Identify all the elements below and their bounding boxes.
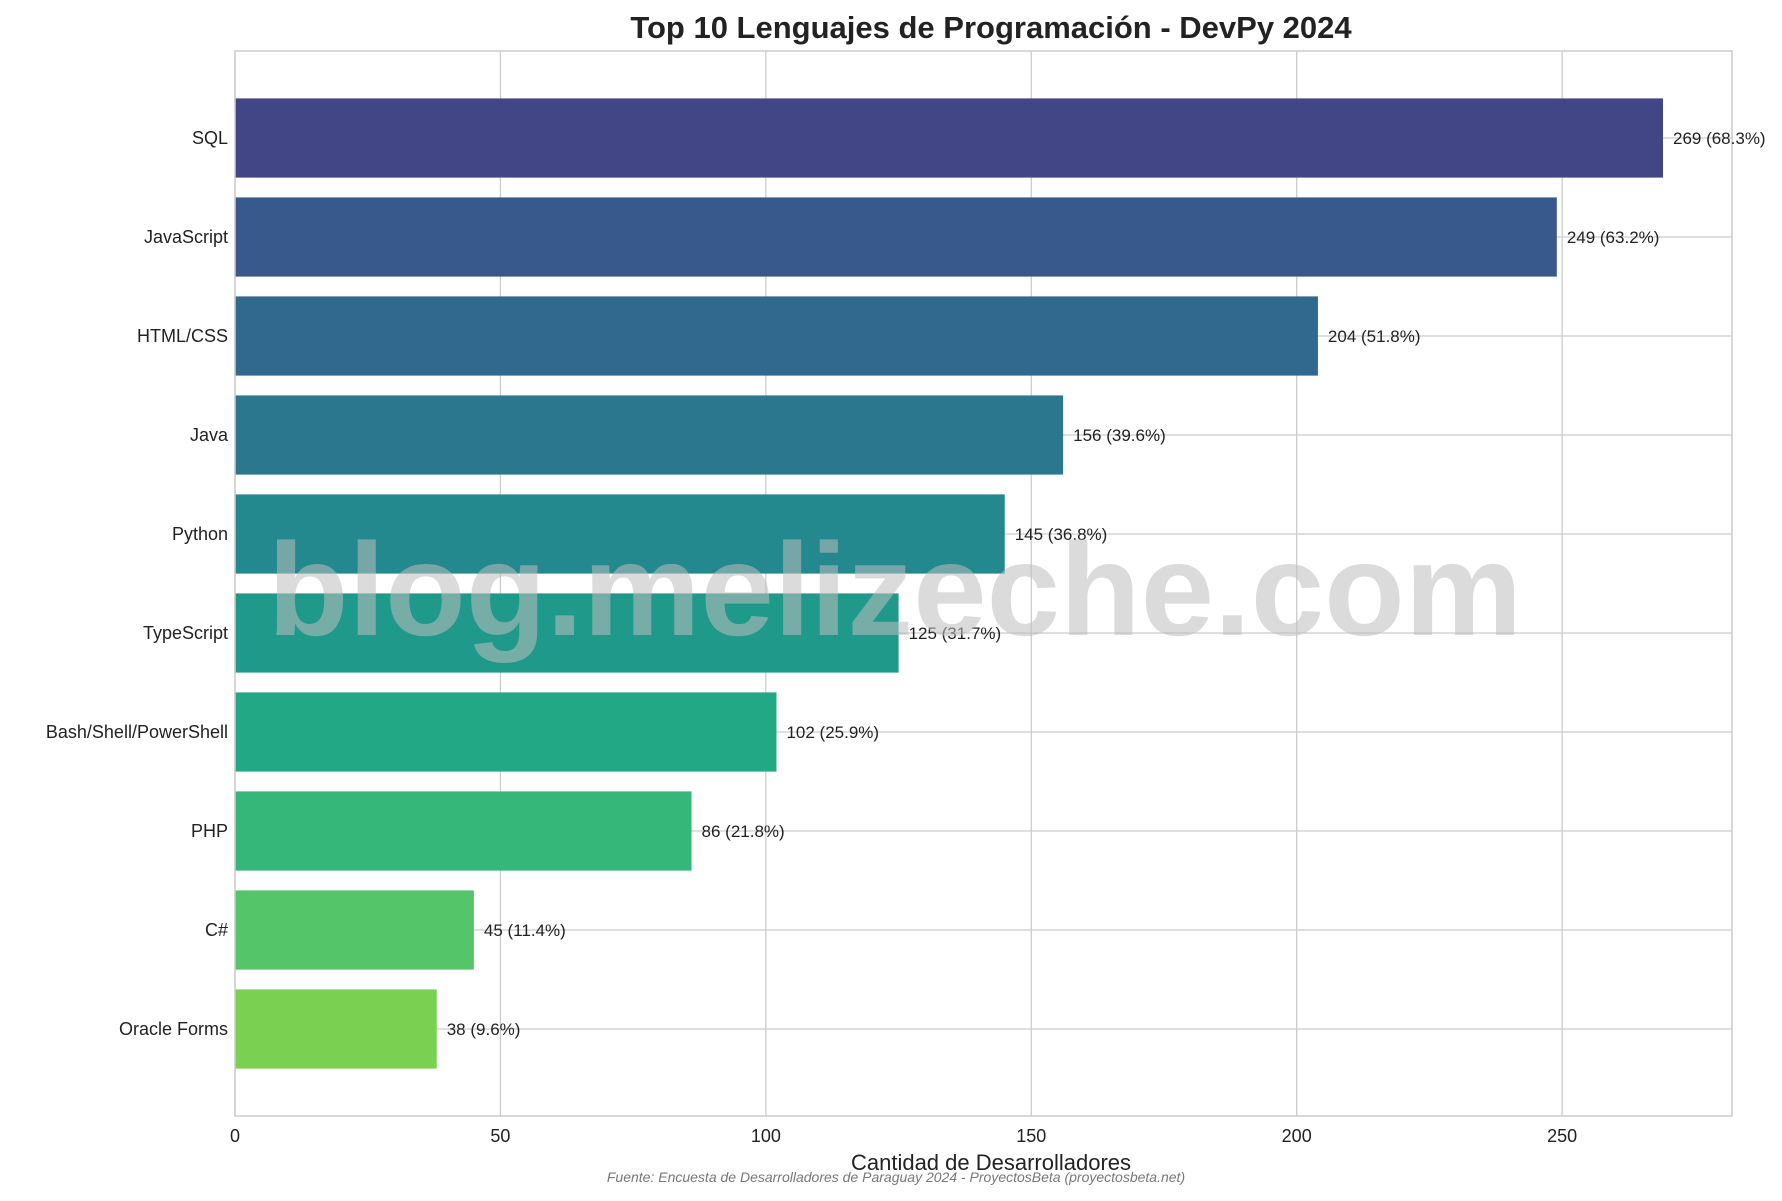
y-tick-label: PHP [191, 821, 228, 841]
data-label: 249 (63.2%) [1567, 228, 1660, 247]
bar-java [235, 395, 1064, 475]
y-tick-label: JavaScript [144, 227, 228, 247]
chart-title: Top 10 Lenguajes de Programación - DevPy… [630, 10, 1352, 45]
bars-group [235, 98, 1663, 1069]
bar-html-css [235, 296, 1318, 376]
x-tick-label: 100 [751, 1126, 781, 1146]
plot-frame [234, 50, 1733, 1117]
data-label: 45 (11.4%) [484, 921, 566, 940]
x-tick-label: 250 [1547, 1126, 1577, 1146]
bar-oracle-forms [235, 989, 437, 1069]
data-label: 204 (51.8%) [1328, 327, 1421, 346]
data-labels: 269 (68.3%) 249 (63.2%) 204 (51.8%) 156 (39… [447, 129, 1766, 1039]
x-axis-label: Cantidad de Desarrolladores [851, 1150, 1131, 1175]
data-label: 102 (25.9%) [786, 723, 879, 742]
bar-python [235, 494, 1005, 574]
watermark: blog.melizeche.com [268, 516, 1522, 663]
y-tick-label: C# [205, 920, 228, 940]
source-note: Fuente: Encuesta de Desarrolladores de P… [607, 1169, 1185, 1185]
x-tick-label: 200 [1282, 1126, 1312, 1146]
data-label: 125 (31.7%) [909, 624, 1002, 643]
x-tick-label: 50 [490, 1126, 510, 1146]
bar-sql [235, 98, 1663, 178]
y-tick-label: Oracle Forms [119, 1019, 228, 1039]
x-tick-label: 150 [1016, 1126, 1046, 1146]
data-label: 38 (9.6%) [447, 1020, 521, 1039]
bar-javascript [235, 197, 1557, 277]
y-tick-label: Bash/Shell/PowerShell [46, 722, 228, 742]
bar-typescript [235, 593, 899, 673]
data-label: 145 (36.8%) [1015, 525, 1108, 544]
y-tick-label: SQL [192, 128, 228, 148]
data-label: 269 (68.3%) [1673, 129, 1766, 148]
y-tick-labels: SQL JavaScript HTML/CSS Java Python TypeScrip… [46, 128, 229, 1039]
y-tick-label: Python [172, 524, 228, 544]
bar-php [235, 791, 692, 871]
data-label: 156 (39.6%) [1073, 426, 1166, 445]
bar-c- [235, 890, 474, 970]
x-tick-label: 0 [230, 1126, 240, 1146]
y-tick-label: HTML/CSS [137, 326, 228, 346]
x-tick-labels: 0 50 100 150 200 250 [230, 1126, 1577, 1146]
y-tick-label: TypeScript [143, 623, 228, 643]
bar-bash-shell-powershell [235, 692, 777, 772]
data-label: 86 (21.8%) [702, 822, 785, 841]
y-tick-label: Java [190, 425, 229, 445]
